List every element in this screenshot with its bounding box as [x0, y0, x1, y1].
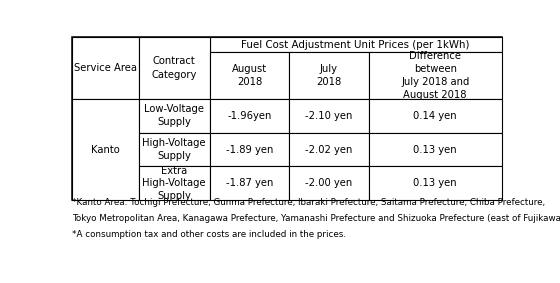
Text: Extra
High-Voltage
Supply: Extra High-Voltage Supply — [142, 166, 206, 201]
Bar — [289, 166, 368, 200]
Bar — [139, 133, 209, 166]
Text: Service Area: Service Area — [74, 63, 137, 73]
Bar — [209, 166, 289, 200]
Bar — [289, 52, 368, 99]
Text: -2.00 yen: -2.00 yen — [305, 178, 352, 188]
Text: Tokyo Metropolitan Area, Kanagawa Prefecture, Yamanashi Prefecture and Shizuoka : Tokyo Metropolitan Area, Kanagawa Prefec… — [72, 214, 560, 223]
Bar — [368, 99, 502, 133]
Text: -2.02 yen: -2.02 yen — [305, 145, 353, 155]
Text: -1.89 yen: -1.89 yen — [226, 145, 273, 155]
Text: Low-Voltage
Supply: Low-Voltage Supply — [144, 104, 204, 127]
Bar — [368, 166, 502, 200]
Bar — [72, 99, 139, 200]
Bar — [139, 99, 209, 133]
Bar — [209, 99, 289, 133]
Text: 0.13 yen: 0.13 yen — [413, 145, 457, 155]
Text: 0.13 yen: 0.13 yen — [413, 178, 457, 188]
Text: *Kanto Area: Tochigi Prefecture, Gunma Prefecture, Ibaraki Prefecture, Saitama P: *Kanto Area: Tochigi Prefecture, Gunma P… — [72, 198, 545, 207]
Text: -1.96yen: -1.96yen — [227, 111, 272, 121]
Bar — [289, 133, 368, 166]
Bar — [139, 166, 209, 200]
Text: -1.87 yen: -1.87 yen — [226, 178, 273, 188]
Text: High-Voltage
Supply: High-Voltage Supply — [142, 138, 206, 161]
Text: 0.14 yen: 0.14 yen — [413, 111, 457, 121]
Text: Kanto: Kanto — [91, 145, 120, 155]
Text: August
2018: August 2018 — [232, 64, 267, 87]
Bar — [72, 37, 502, 200]
Bar — [72, 37, 139, 99]
Text: Difference
between
July 2018 and
August 2018: Difference between July 2018 and August … — [401, 51, 469, 100]
Bar — [209, 52, 289, 99]
Bar — [209, 133, 289, 166]
Bar — [368, 133, 502, 166]
Text: Contract
Category: Contract Category — [152, 56, 197, 80]
Bar — [289, 99, 368, 133]
Text: July
2018: July 2018 — [316, 64, 342, 87]
Text: Fuel Cost Adjustment Unit Prices (per 1kWh): Fuel Cost Adjustment Unit Prices (per 1k… — [241, 40, 470, 50]
Bar — [139, 37, 209, 99]
Text: *A consumption tax and other costs are included in the prices.: *A consumption tax and other costs are i… — [72, 230, 346, 239]
Bar — [368, 52, 502, 99]
Text: -2.10 yen: -2.10 yen — [305, 111, 353, 121]
Bar — [209, 37, 502, 52]
